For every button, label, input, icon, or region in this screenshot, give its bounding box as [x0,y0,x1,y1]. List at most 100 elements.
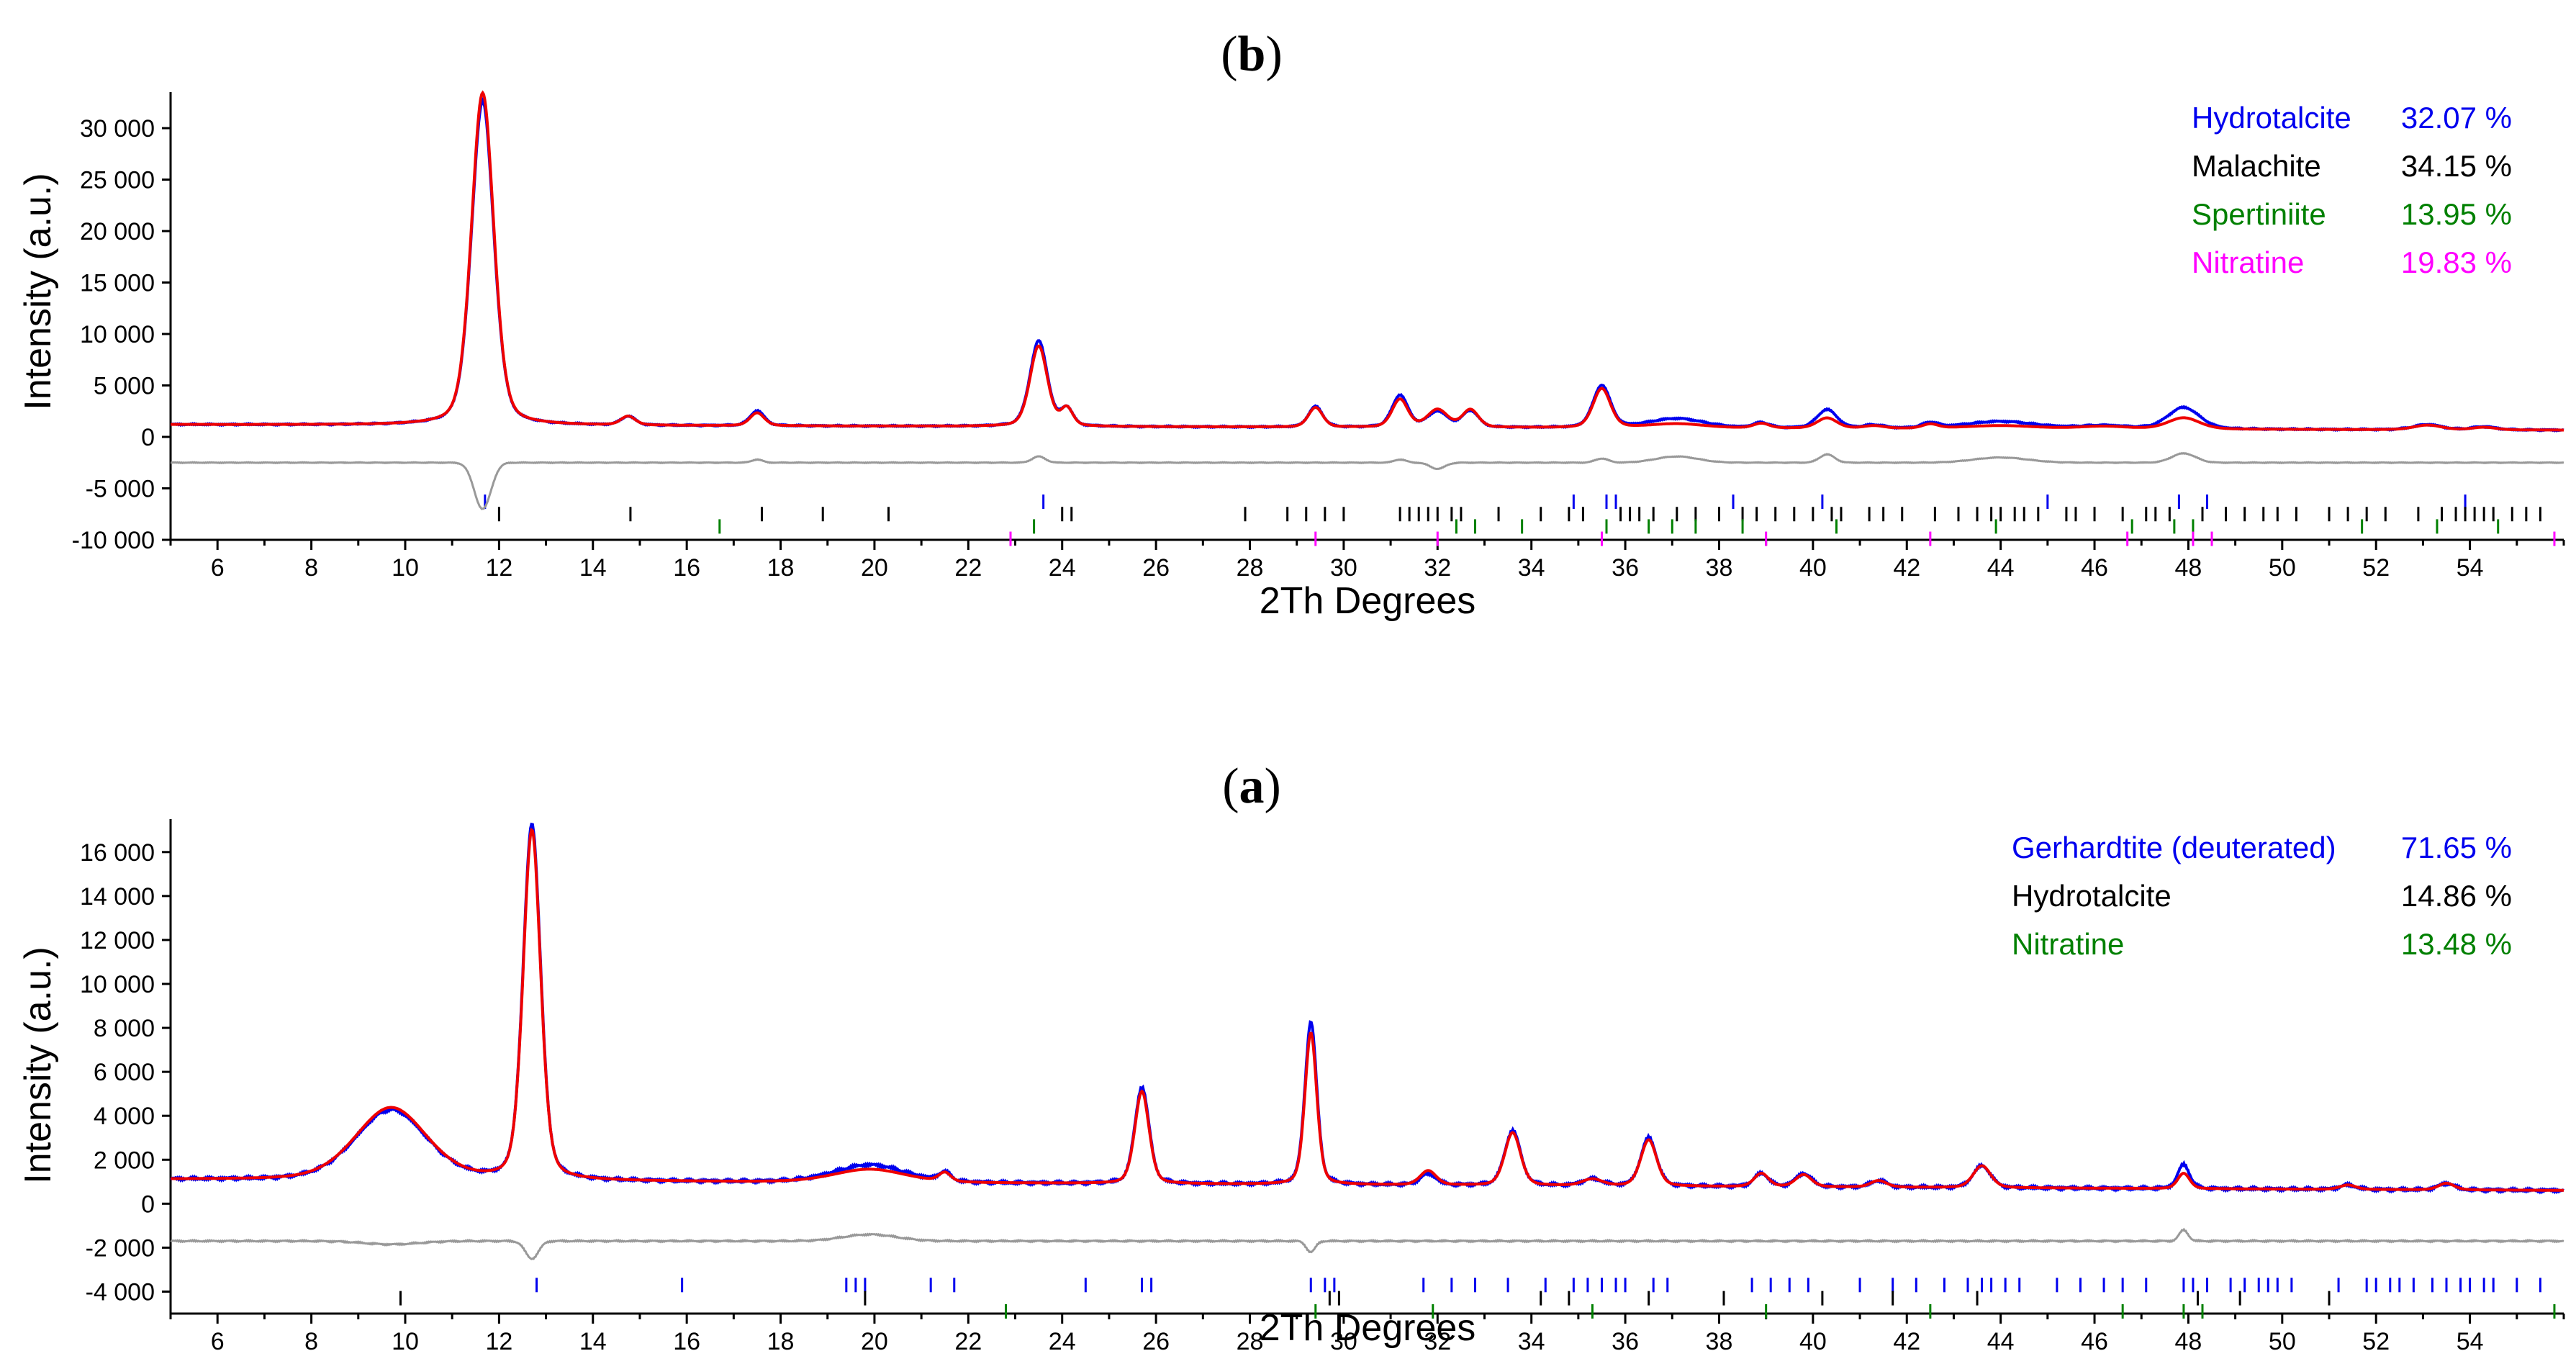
x-tick-label: 6 [211,554,225,582]
panel-b-y-ticks: -10 000 -5 000 0 5 000 10 000 15 000 20 000 25 … [72,115,171,554]
panel-a-title: (a) [1222,759,1281,814]
panel-a-x-axis-label: 2Th Degrees [1260,1307,1476,1349]
x-tick-label: 24 [1049,1328,1076,1355]
x-tick-label: 40 [1799,554,1827,582]
legend-phase-percent: 34.15 % [2401,149,2512,183]
x-tick-label: 42 [1893,1328,1920,1355]
panel-a-chart: (a) -4 000 -2 000 0 2 000 4 000 6 000 8 000 10 … [17,759,2565,1355]
legend-phase-name: Spertiniite [2192,197,2326,231]
y-tick-label: 4 000 [94,1103,155,1130]
panel-b-x-ticks: 6 8 10 12 14 16 18 20 22 24 26 28 30 32 34 36 38 40 42 44 46… [169,540,2565,582]
x-tick-label: 22 [954,554,982,582]
x-tick-label: 18 [767,554,795,582]
panel-b-chart: (b) -10 000 -5 000 0 5 000 10 000 15 000 20 00… [17,27,2565,622]
panel-b-legend: Hydrotalcite 32.07 % Malachite 34.15 % Spert… [2192,101,2512,279]
x-tick-label: 8 [304,554,318,582]
legend-phase-percent: 32.07 % [2401,101,2512,135]
panel-a-plot-frame [169,819,2564,1315]
panel-b-plot-frame [169,92,2564,541]
x-tick-label: 20 [861,1328,888,1355]
y-tick-label: -2 000 [86,1234,155,1262]
panel-b-title: (b) [1221,27,1283,82]
panel-b-y-axis-label: Intensity (a.u.) [17,173,59,410]
legend-phase-name: Malachite [2192,149,2321,183]
x-tick-label: 10 [392,554,419,582]
panel-a-phase-ticks [399,1278,2556,1319]
x-tick-label: 40 [1799,1328,1827,1355]
x-tick-label: 54 [2457,554,2484,582]
legend-phase-name: Nitratine [2192,245,2304,279]
x-tick-label: 46 [2081,1328,2108,1355]
panel-a-y-ticks: -4 000 -2 000 0 2 000 4 000 6 000 8 000 10 000 1… [80,839,171,1306]
x-tick-label: 48 [2175,1328,2202,1355]
y-tick-label: 12 000 [80,927,155,954]
x-tick-label: 12 [485,554,512,582]
x-tick-label: 30 [1330,554,1357,582]
x-tick-label: 12 [485,1328,512,1355]
panel-a-x-ticks: 6 8 10 12 14 16 18 20 22 24 26 28 30 32 34 36 38 40 42 44 46… [169,1314,2565,1355]
x-tick-label: 48 [2175,554,2202,582]
legend-phase-name: Hydrotalcite [2012,879,2171,913]
x-tick-label: 20 [861,554,888,582]
x-tick-label: 28 [1237,1328,1264,1355]
y-tick-label: 10 000 [80,321,155,348]
panel-b-difference-curve [170,451,2564,510]
x-tick-label: 24 [1049,554,1076,582]
panel-b-phase-ticks [484,494,2556,546]
y-tick-label: 8 000 [94,1015,155,1042]
legend-phase-percent: 14.86 % [2401,879,2512,913]
x-tick-label: 18 [767,1328,795,1355]
x-tick-label: 38 [1706,554,1733,582]
x-tick-label: 26 [1142,554,1170,582]
panel-a-y-axis-label: Intensity (a.u.) [17,946,59,1183]
x-tick-label: 26 [1142,1328,1170,1355]
x-tick-label: 34 [1518,1328,1545,1355]
x-tick-label: 14 [579,554,607,582]
panel-a-observed-curve [169,822,2564,1195]
y-tick-label: 15 000 [80,270,155,297]
legend-phase-name: Gerhardtite (deuterated) [2012,831,2336,864]
panel-a-difference-curve [170,1227,2564,1260]
y-tick-label: -5 000 [86,476,155,503]
x-tick-label: 54 [2457,1328,2484,1355]
y-tick-label: -4 000 [86,1278,155,1306]
x-tick-label: 10 [392,1328,419,1355]
x-tick-label: 16 [673,1328,700,1355]
x-tick-label: 6 [211,1328,225,1355]
y-tick-label: 20 000 [80,218,155,245]
x-tick-label: 32 [1424,554,1451,582]
x-tick-label: 16 [673,554,700,582]
legend-phase-name: Nitratine [2012,927,2124,961]
legend-phase-percent: 13.48 % [2401,927,2512,961]
x-tick-label: 46 [2081,554,2108,582]
y-tick-label: -10 000 [72,527,155,554]
y-tick-label: 0 [141,424,155,451]
legend-phase-name: Hydrotalcite [2192,101,2351,135]
y-tick-label: 30 000 [80,115,155,143]
y-tick-label: 5 000 [94,373,155,400]
x-tick-label: 36 [1612,554,1639,582]
x-tick-label: 28 [1237,554,1264,582]
x-tick-label: 52 [2362,1328,2390,1355]
x-tick-label: 30 [1330,1328,1357,1355]
x-tick-label: 50 [2269,554,2296,582]
x-tick-label: 38 [1706,1328,1733,1355]
x-tick-label: 42 [1893,554,1920,582]
panel-a-calculated-curve [171,827,2564,1192]
x-tick-label: 52 [2362,554,2390,582]
x-tick-label: 44 [1987,1328,2015,1355]
y-tick-label: 16 000 [80,839,155,867]
panel-a-legend: Gerhardtite (deuterated) 71.65 % Hydrotalc… [2012,831,2512,961]
x-tick-label: 8 [304,1328,318,1355]
y-tick-label: 10 000 [80,971,155,998]
x-tick-label: 36 [1612,1328,1639,1355]
x-tick-label: 14 [579,1328,607,1355]
y-tick-label: 0 [141,1190,155,1218]
panel-b-x-axis-label: 2Th Degrees [1260,580,1476,622]
legend-phase-percent: 71.65 % [2401,831,2512,864]
x-tick-label: 32 [1424,1328,1451,1355]
x-tick-label: 44 [1987,554,2015,582]
y-tick-label: 6 000 [94,1059,155,1086]
x-tick-label: 50 [2269,1328,2296,1355]
